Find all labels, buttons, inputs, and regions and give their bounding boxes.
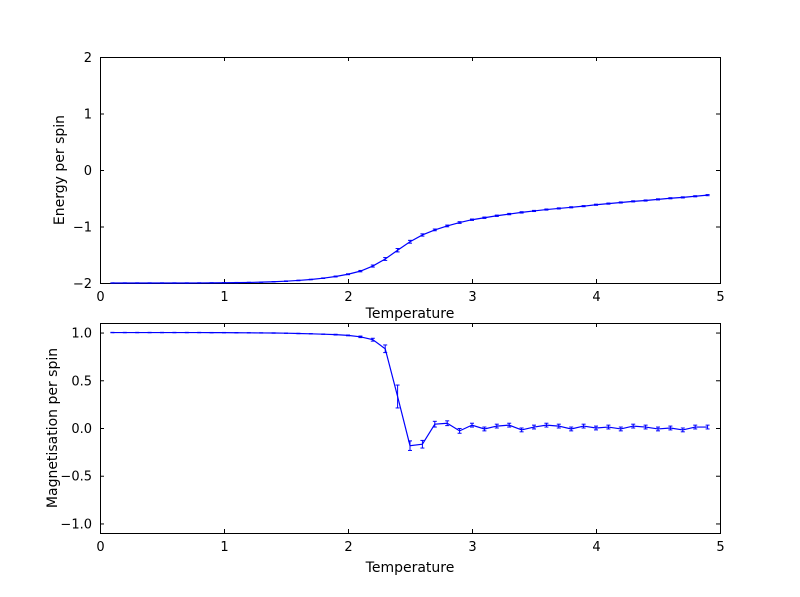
y-tick-label: 1 bbox=[84, 108, 92, 123]
x-tick-label: 4 bbox=[592, 540, 600, 555]
subplot-energy: 0 1 2 3 4 5 −2 −1 0 1 2 Temperature Energy per spin bbox=[52, 51, 725, 322]
x-tick-label: 2 bbox=[344, 540, 352, 555]
x-axis-label: Temperature bbox=[365, 560, 455, 576]
y-axis-label: Magnetisation per spin bbox=[45, 348, 61, 508]
x-tick-label: 0 bbox=[96, 290, 104, 305]
x-tick-label: 3 bbox=[468, 290, 476, 305]
error-bars bbox=[110, 194, 710, 284]
x-axis-label: Temperature bbox=[365, 306, 455, 322]
y-axis-label: Energy per spin bbox=[52, 115, 68, 225]
y-tick-label: −1 bbox=[73, 221, 92, 236]
y-tick-label: 2 bbox=[84, 51, 92, 66]
axes-frame bbox=[100, 323, 721, 534]
x-tick-label: 5 bbox=[716, 290, 724, 305]
error-bars bbox=[110, 331, 710, 451]
y-tick-label: −0.5 bbox=[60, 470, 92, 485]
x-tick-label: 0 bbox=[96, 540, 104, 555]
subplot-magnetisation: 0 1 2 3 4 5 −1.0 −0.5 0.0 0.5 1.0 Temperature Magnet… bbox=[45, 323, 725, 576]
y-tick-label: −1.0 bbox=[60, 517, 92, 532]
data-line bbox=[112, 331, 708, 447]
y-tick-label: 0 bbox=[84, 164, 92, 179]
x-tick-label: 1 bbox=[220, 540, 228, 555]
y-tick-label: −2 bbox=[73, 277, 92, 292]
axes-frame bbox=[100, 57, 721, 284]
x-tick-label: 4 bbox=[592, 290, 600, 305]
data-line bbox=[112, 194, 708, 284]
x-tick-label: 5 bbox=[716, 540, 724, 555]
x-tick-label: 2 bbox=[344, 290, 352, 305]
y-tick-label: 0.5 bbox=[71, 374, 92, 389]
x-tick-label: 3 bbox=[468, 540, 476, 555]
y-tick-label: 0.0 bbox=[71, 422, 92, 437]
x-tick-label: 1 bbox=[220, 290, 228, 305]
y-tick-label: 1.0 bbox=[71, 327, 92, 342]
